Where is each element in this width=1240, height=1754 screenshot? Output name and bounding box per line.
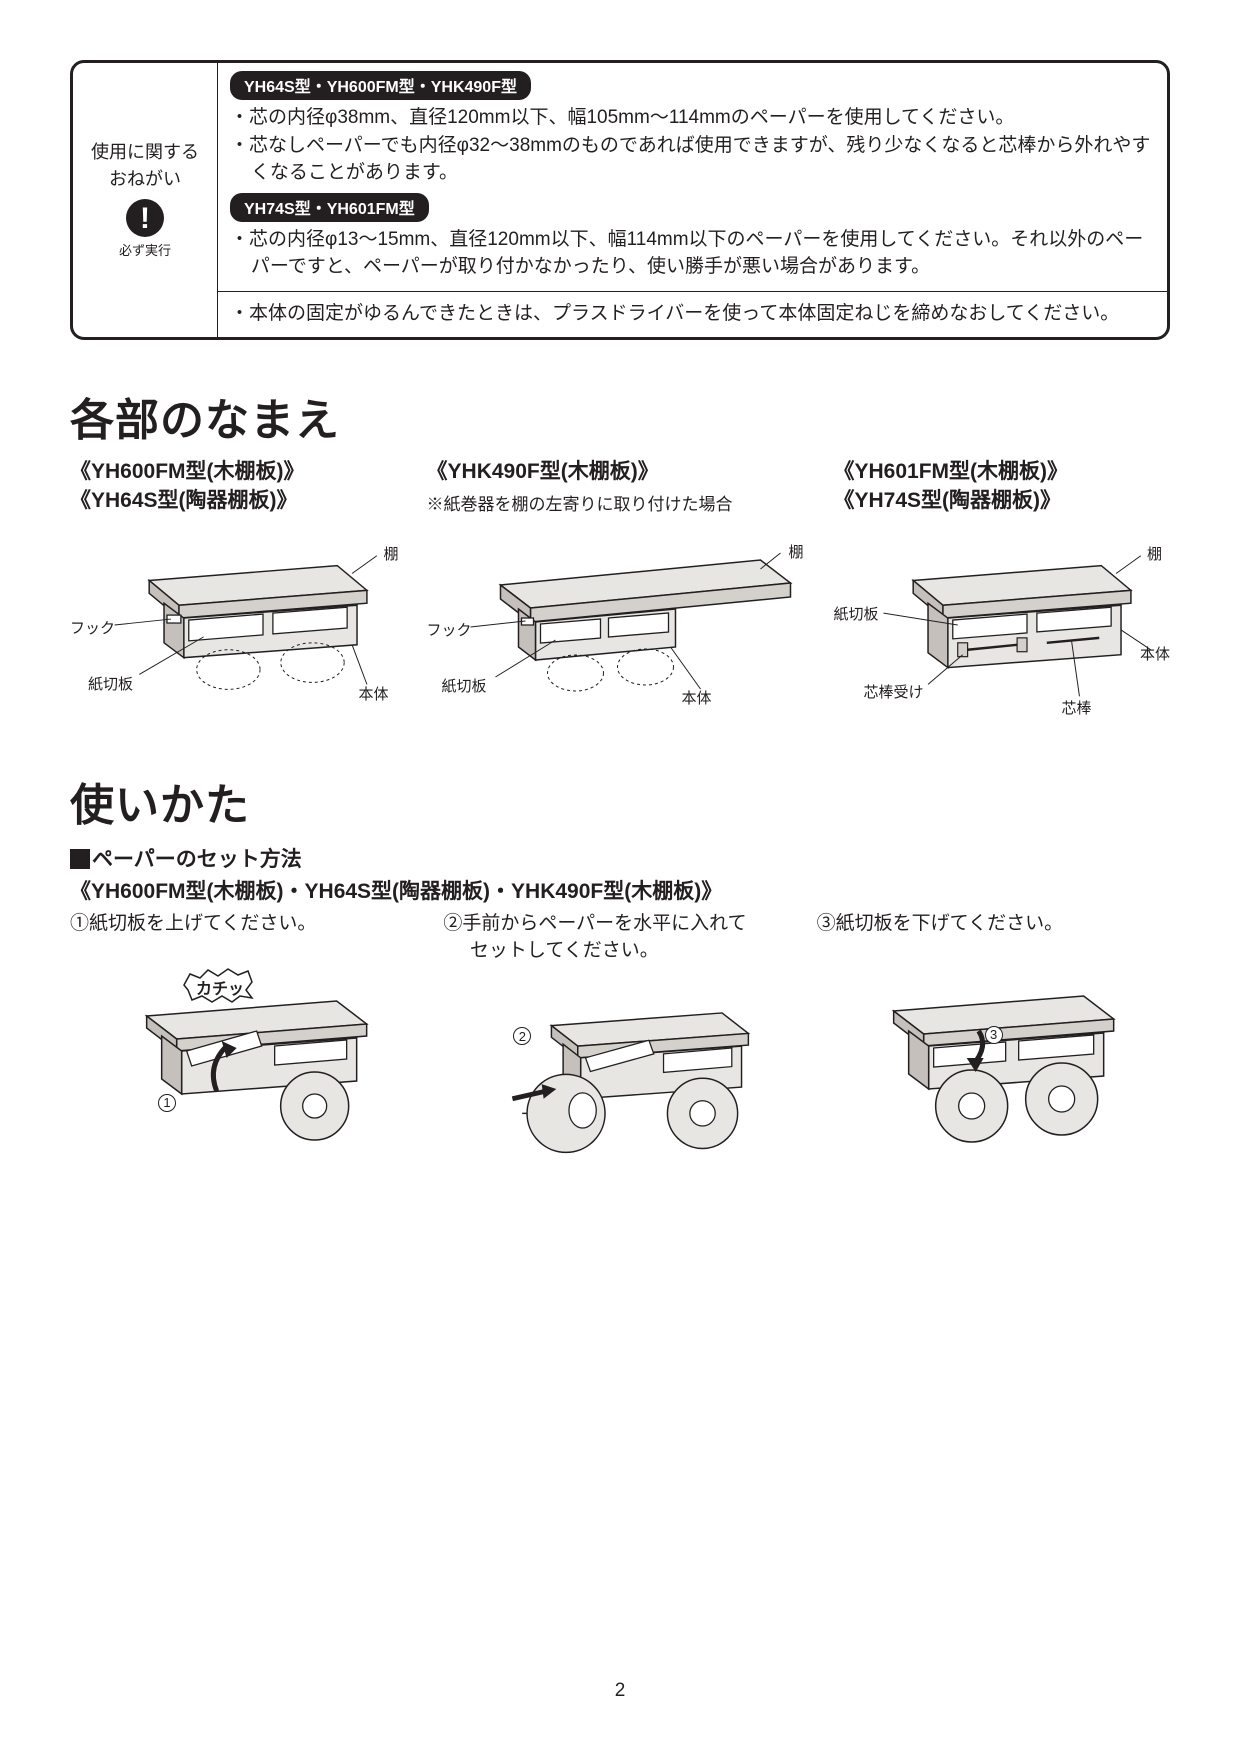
click-sound-label: カチッ [178,966,258,1004]
step-col-1: ①紙切板を上げてください。 [70,911,423,1167]
usage-models-line: 《YH600FM型(木棚板)・YH64S型(陶器棚板)・YHK490F型(木棚板… [70,875,1170,905]
label-spindle-3: 芯棒 [1062,697,1092,718]
warning-left-panel: 使用に関する おねがい ! 必ず実行 [73,63,218,337]
warning-bullet-2: ・芯なしペーパーでも内径φ32〜38mmのものであれば使用できますが、残り少なく… [230,132,1155,187]
usage-heading: 使いかた [70,769,1170,833]
warning-right-panel: YH64S型・YH600FM型・YHK490F型 ・芯の内径φ38mm、直径12… [218,63,1167,337]
label-cutter-2: 紙切板 [442,675,487,696]
click-text: カチッ [196,975,244,999]
col1-model-1: 《YH600FM型(木棚板)》 [70,458,407,486]
label-cutter-3: 紙切板 [834,603,879,624]
warning-title-line1: 使用に関する [91,139,199,166]
step-col-3: ③紙切板を下げてください。 3 [817,911,1170,1167]
must-do-label: 必ず実行 [119,241,171,261]
parts-row: 《YH600FM型(木棚板)》 《YH64S型(陶器棚板)》 [70,458,1170,725]
model-pill-2: YH74S型・YH601FM型 [230,193,429,222]
warning-bullet-3: ・芯の内径φ13〜15mm、直径120mm以下、幅114mm以下のペーパーを使用… [230,226,1155,281]
warning-title-line2: おねがい [109,166,181,193]
step2-text-b: セットしてください。 [443,938,796,965]
page-number: 2 [0,1680,1240,1702]
step-col-2: ②手前からペーパーを水平に入れて セットしてください。 [443,911,796,1167]
step1-text: ①紙切板を上げてください。 [70,911,423,938]
col2-note: ※紙巻器を棚の左寄りに取り付けた場合 [427,490,814,515]
step2-text-a: ②手前からペーパーを水平に入れて [443,911,796,938]
step1-diagram: カチッ 1 [70,946,423,1166]
step3-text: ③紙切板を下げてください。 [817,911,1170,938]
label-cutter-1: 紙切板 [88,673,133,694]
parts-col-1: 《YH600FM型(木棚板)》 《YH64S型(陶器棚板)》 [70,458,407,725]
parts-diagram-2: 棚 フック 紙切板 本体 [427,525,814,725]
step3-diagram: 3 [817,946,1170,1166]
warning-bullet-4: ・本体の固定がゆるんできたときは、プラスドライバーを使って本体固定ねじを締めなお… [230,300,1155,328]
label-hook-2: フック [427,619,472,640]
label-body-3: 本体 [1140,643,1170,664]
label-body-2: 本体 [682,687,712,708]
label-shelf-1: 棚 [384,543,399,564]
usage-subheading: ペーパーのセット方法 [70,843,1170,873]
col2-model-1: 《YHK490F型(木棚板)》 [427,458,814,486]
parts-diagram-3: 棚 紙切板 本体 芯棒受け 芯棒 [834,525,1171,725]
label-shelf-2: 棚 [788,541,803,562]
col1-model-2: 《YH64S型(陶器棚板)》 [70,487,407,515]
step3-circle-number: 3 [985,1026,1003,1044]
square-bullet-icon [70,849,90,869]
step2-diagram: 2 [443,972,796,1167]
col3-model-2: 《YH74S型(陶器棚板)》 [834,487,1171,515]
warning-bullet-1: ・芯の内径φ38mm、直径120mm以下、幅105mm〜114mmのペーパーを使… [230,104,1155,132]
step1-circle-number: 1 [158,1094,176,1112]
steps-row: ①紙切板を上げてください。 [70,911,1170,1167]
warning-section-1: YH64S型・YH600FM型・YHK490F型 ・芯の内径φ38mm、直径12… [218,63,1167,292]
usage-warning-box: 使用に関する おねがい ! 必ず実行 YH64S型・YH600FM型・YHK49… [70,60,1170,340]
parts-col-3: 《YH601FM型(木棚板)》 《YH74S型(陶器棚板)》 [834,458,1171,725]
parts-col-2: 《YHK490F型(木棚板)》 ※紙巻器を棚の左寄りに取り付けた場合 [427,458,814,725]
usage-sub-text: ペーパーのセット方法 [92,848,302,871]
parts-diagram-1: 棚 フック 紙切板 本体 [70,525,407,725]
model-pill-1: YH64S型・YH600FM型・YHK490F型 [230,71,531,100]
label-body-1: 本体 [359,683,389,704]
parts-heading: 各部のなまえ [70,384,1170,448]
label-holder-3: 芯棒受け [864,681,924,702]
label-hook-1: フック [70,617,115,638]
label-shelf-3: 棚 [1147,543,1162,564]
col3-model-1: 《YH601FM型(木棚板)》 [834,458,1171,486]
warning-section-2: ・本体の固定がゆるんできたときは、プラスドライバーを使って本体固定ねじを締めなお… [218,292,1167,338]
exclamation-icon: ! [126,199,164,237]
